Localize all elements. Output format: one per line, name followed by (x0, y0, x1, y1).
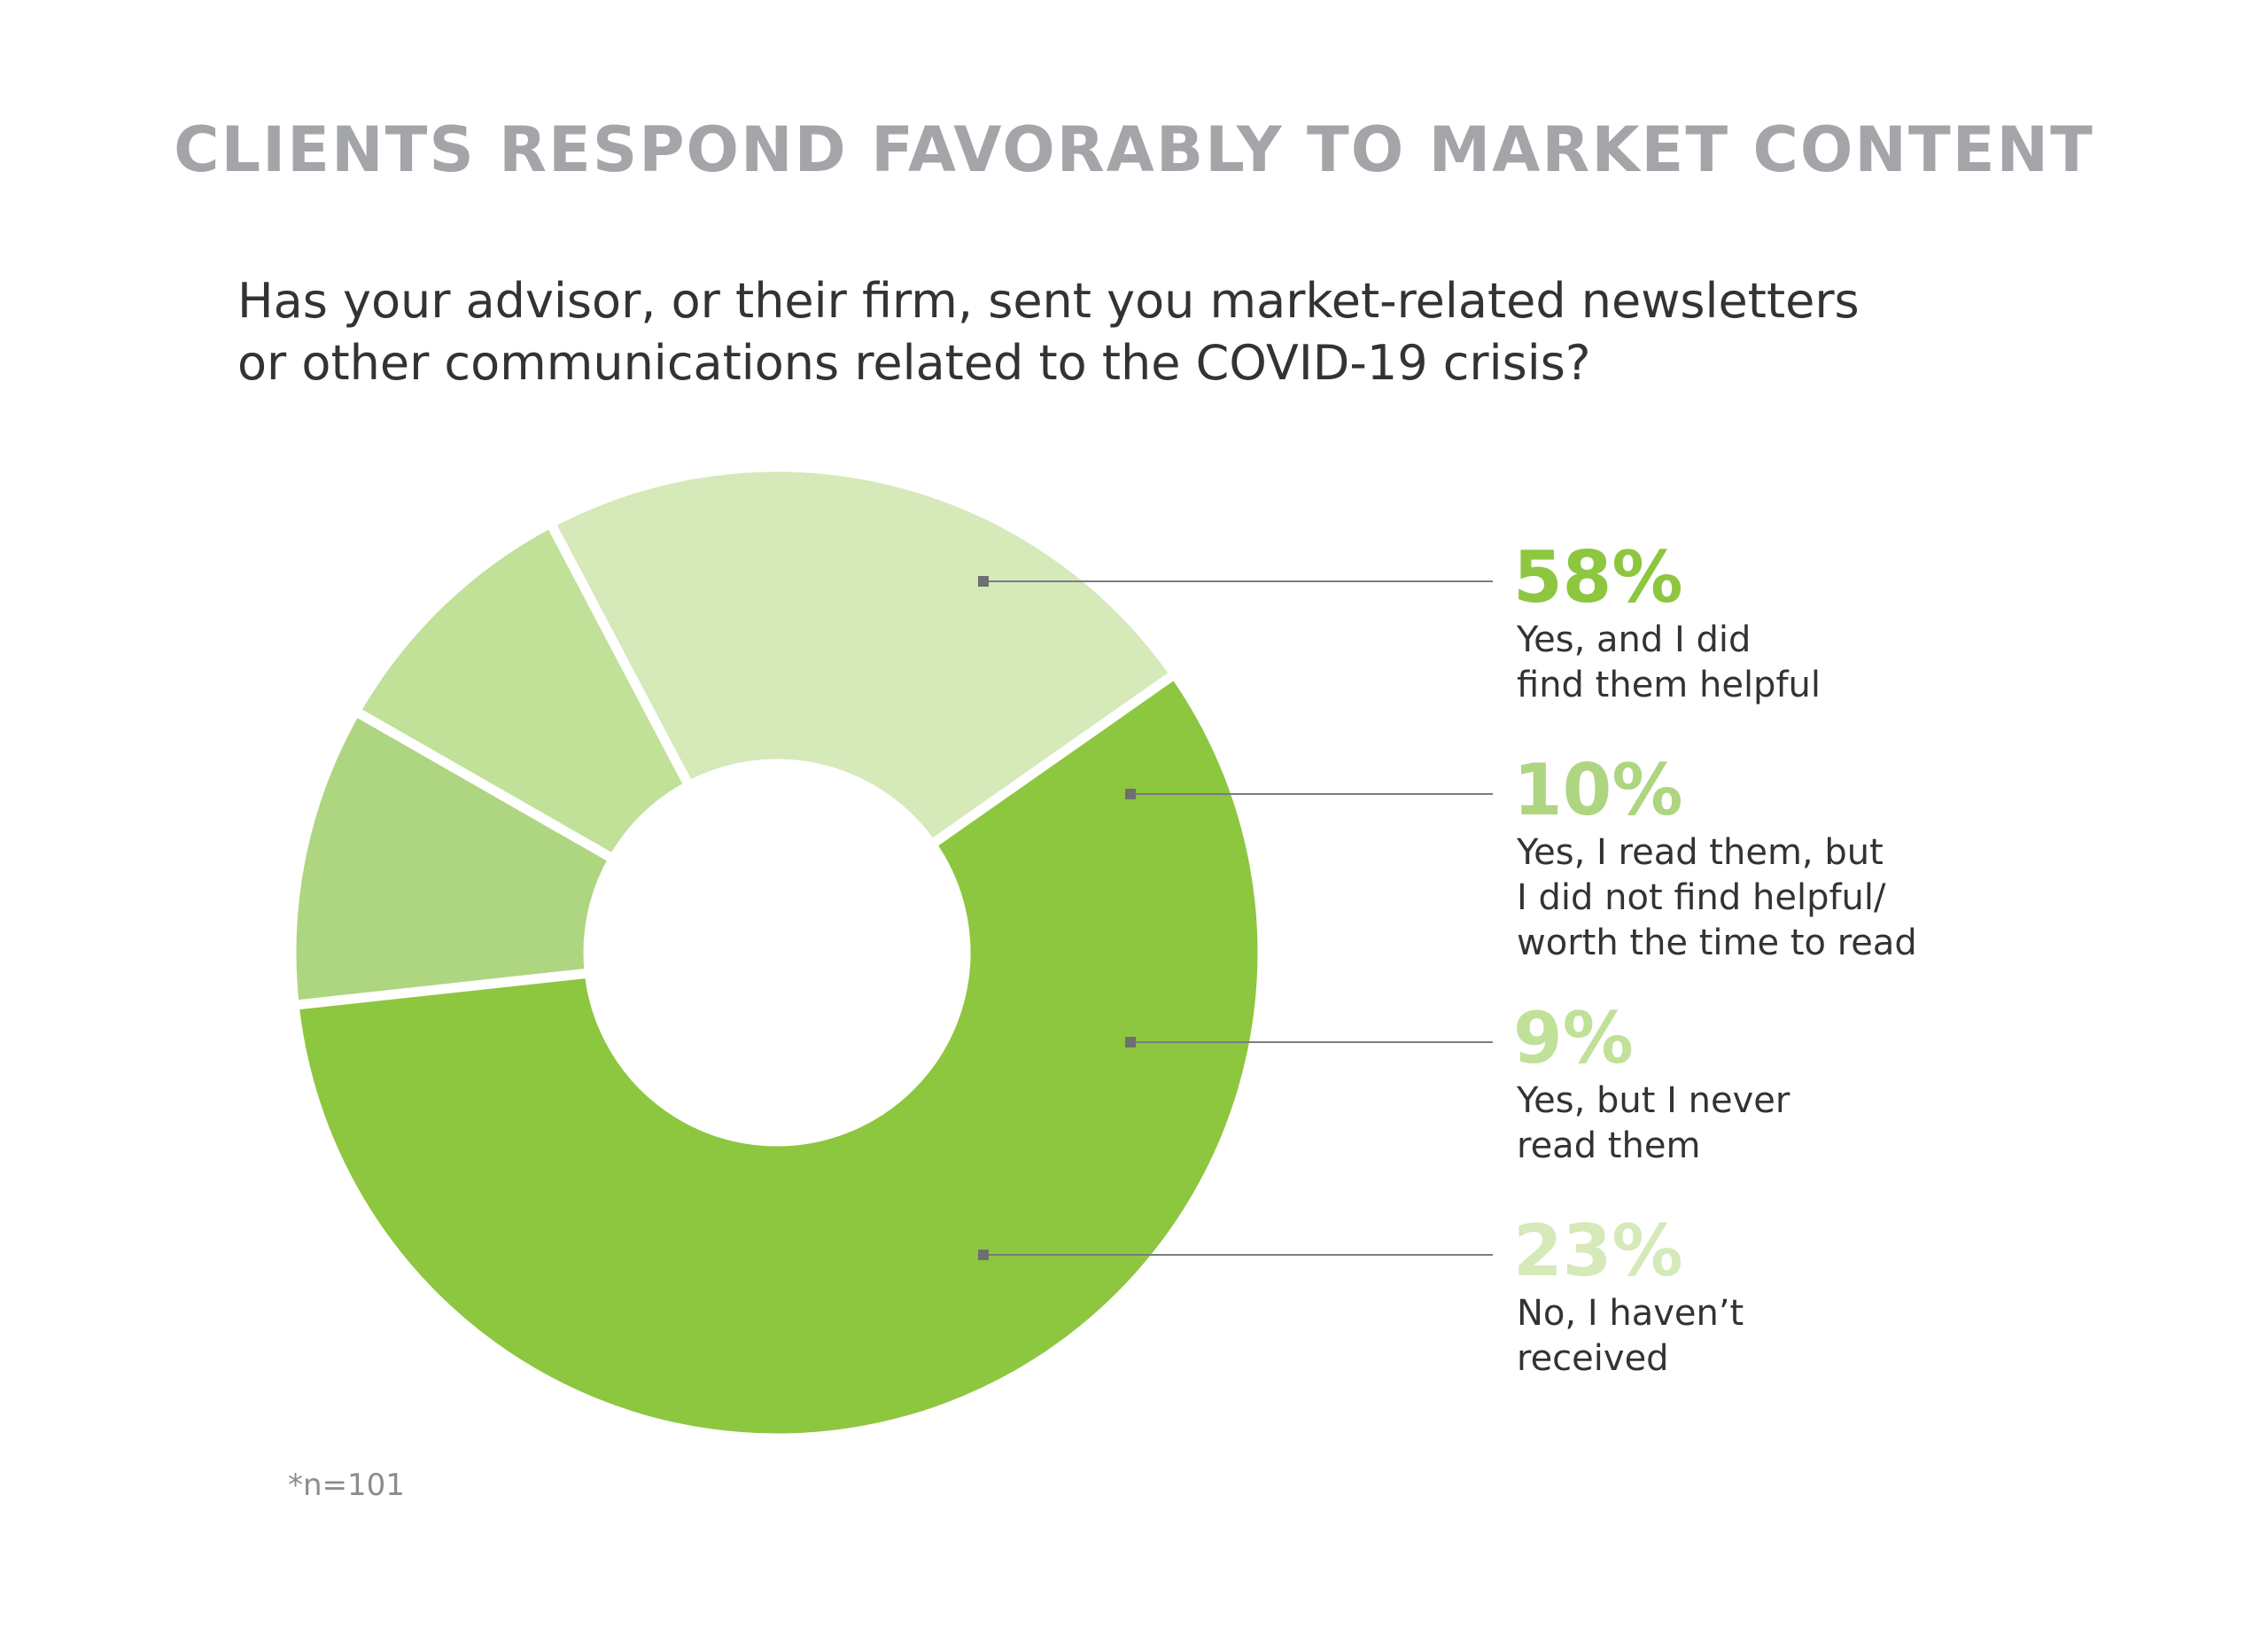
chart-title: CLIENTS RESPOND FAVORABLY TO MARKET CONT… (174, 113, 2094, 186)
desc-label-yes-helpful: Yes, and I did find them helpful (1517, 618, 1821, 708)
desc-line: Yes, I read them, but (1517, 832, 1884, 873)
survey-question: Has your advisor, or their firm, sent yo… (237, 270, 2098, 394)
slice-read-not-helpful (286, 705, 620, 1011)
desc-line: received (1517, 1338, 1669, 1379)
pct-label-read-not-helpful: 10% (1513, 749, 1683, 831)
desc-line: No, I haven’t (1517, 1293, 1744, 1334)
leader-marker (1125, 1037, 1136, 1047)
leader-marker (978, 576, 989, 587)
pct-label-not-received: 23% (1513, 1210, 1683, 1292)
desc-label-never-read: Yes, but I never read them (1517, 1078, 1790, 1169)
desc-line: read them (1517, 1125, 1701, 1166)
desc-label-not-received: No, I haven’t received (1517, 1291, 1744, 1382)
question-line-2: or other communications related to the C… (237, 335, 1591, 391)
leader-marker (978, 1250, 989, 1260)
desc-line: Yes, and I did (1517, 619, 1751, 660)
slice-not-received (543, 462, 1182, 852)
pct-label-yes-helpful: 58% (1513, 536, 1683, 619)
desc-line: find them helpful (1517, 665, 1821, 705)
pct-label-never-read: 9% (1513, 997, 1634, 1079)
desc-label-read-not-helpful: Yes, I read them, but I did not find hel… (1517, 830, 1917, 966)
desc-line: Yes, but I never (1517, 1080, 1790, 1121)
leader-marker (1125, 789, 1136, 799)
slice-yes-helpful (289, 667, 1268, 1444)
question-line-1: Has your advisor, or their firm, sent yo… (237, 273, 1860, 329)
desc-line: worth the time to read (1517, 923, 1917, 963)
sample-size-note: *n=101 (288, 1468, 405, 1503)
desc-line: I did not find helpful/ (1517, 877, 1886, 918)
slice-never-read (348, 516, 696, 866)
